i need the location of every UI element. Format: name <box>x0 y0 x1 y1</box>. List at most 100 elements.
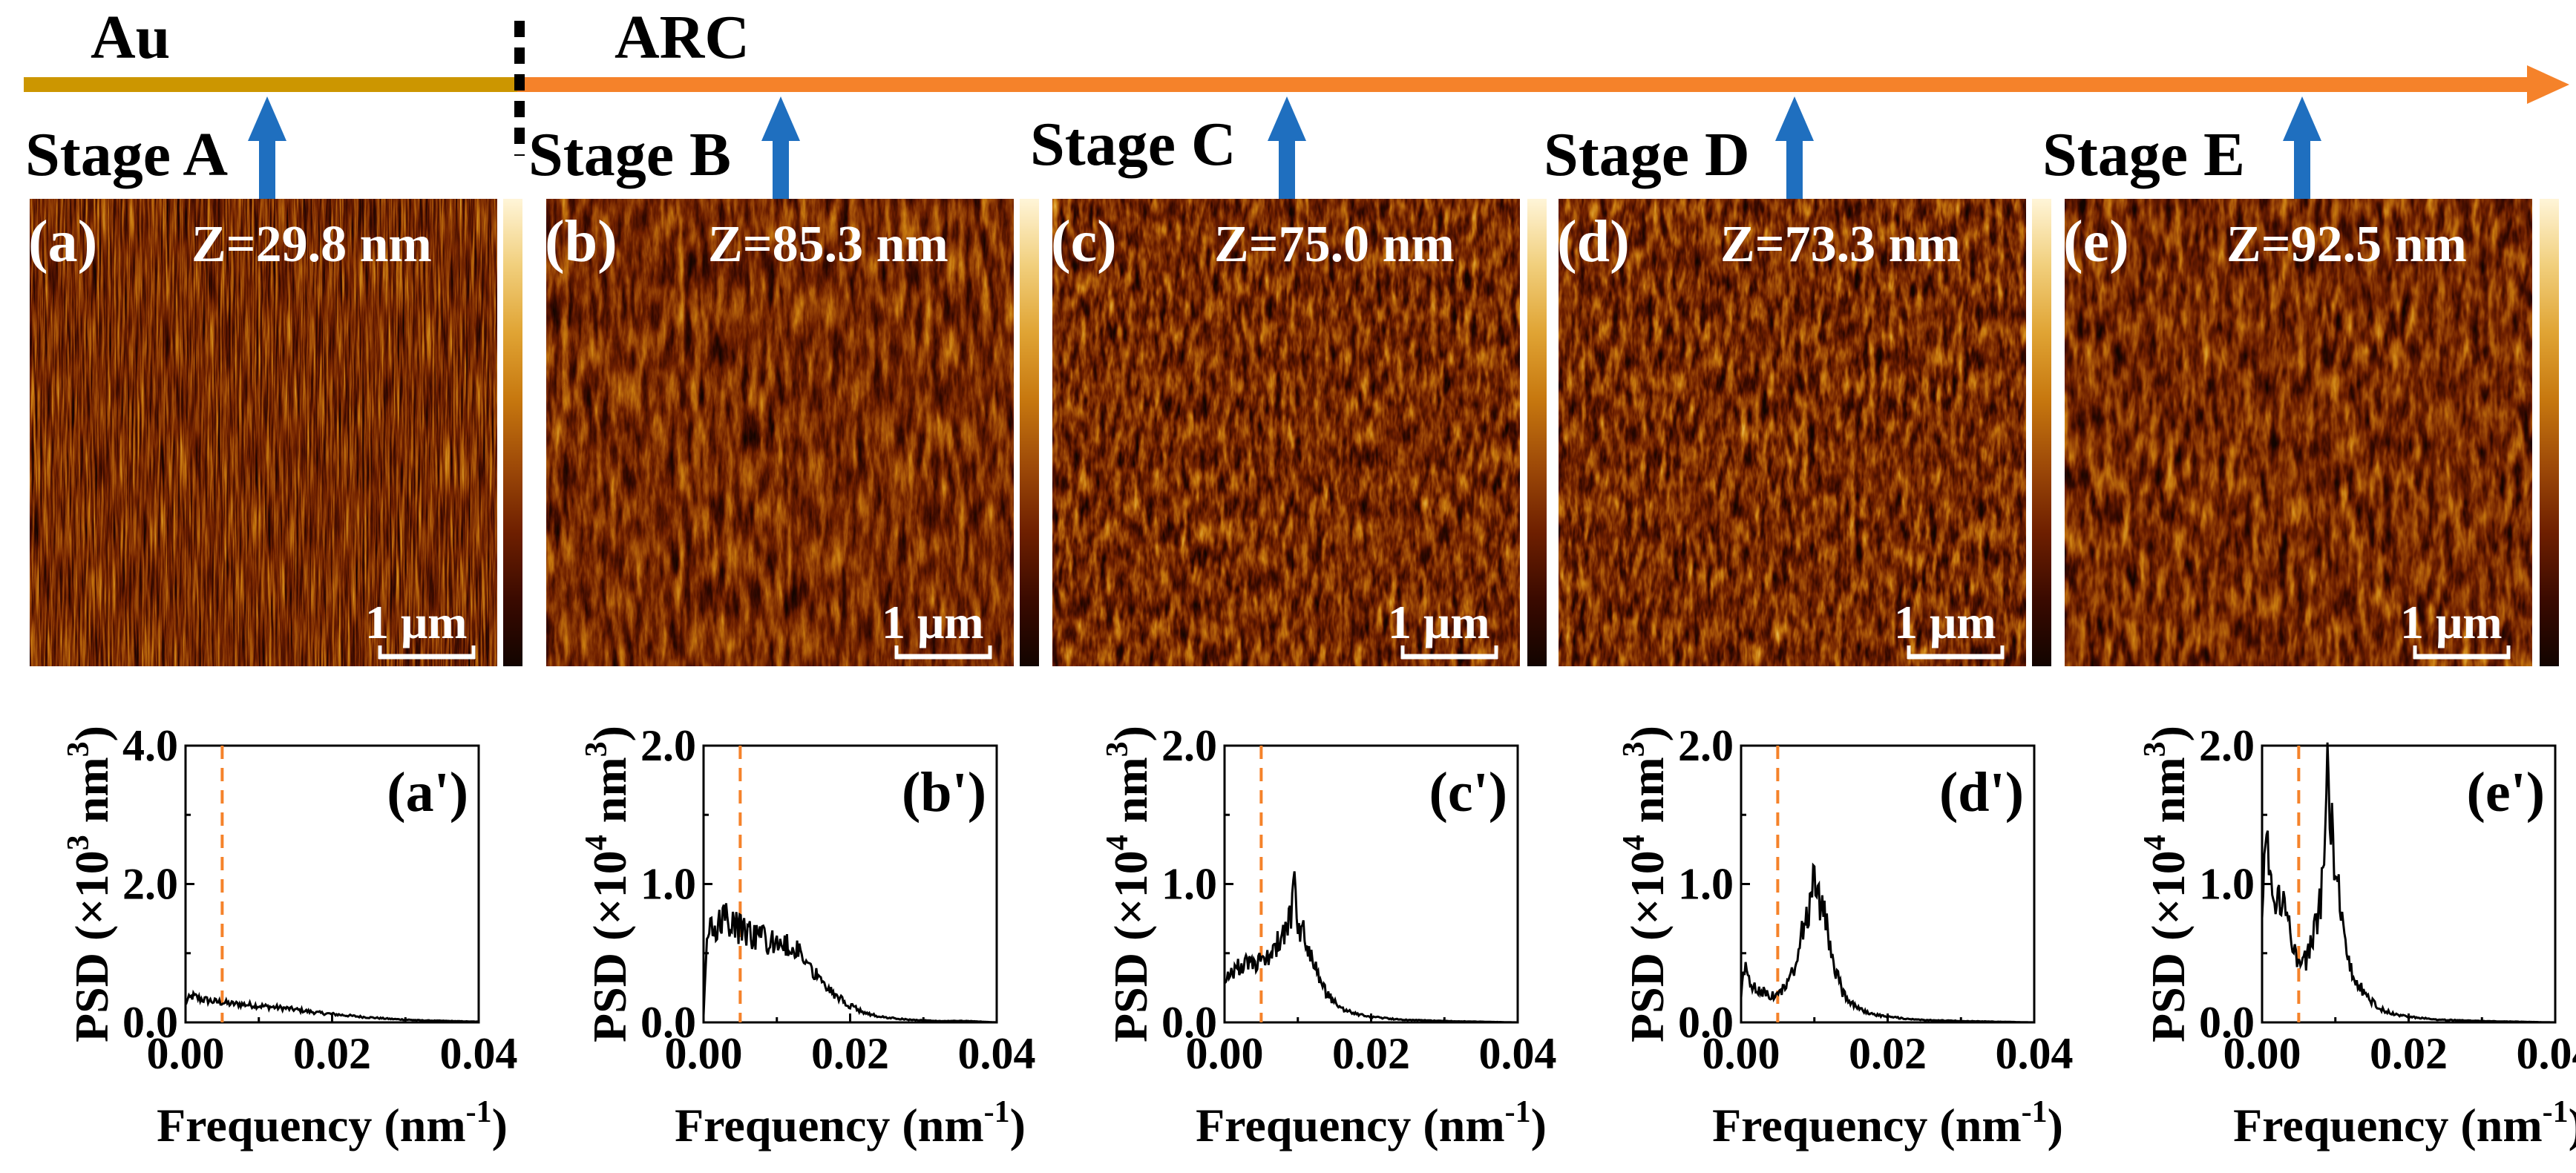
z-range-label: Z=75.0 nm <box>1214 216 1455 273</box>
y-tick-label: 0.0 <box>122 998 178 1047</box>
au-bar <box>24 77 517 92</box>
stage-arrow <box>1279 137 1295 200</box>
psd-series-line <box>184 989 479 1023</box>
stage-arrow-head <box>1268 96 1306 141</box>
x-axis-label: Frequency (nm-1) <box>675 1095 1026 1151</box>
z-range-label: Z=92.5 nm <box>2226 216 2467 273</box>
x-axis-label: Frequency (nm-1) <box>1712 1095 2063 1151</box>
scale-bar-label: 1 μm <box>2400 596 2503 648</box>
afm-image <box>2065 199 2532 666</box>
height-colorbar <box>2540 199 2559 666</box>
stage-arrow-head <box>248 96 286 141</box>
x-axis-label: Frequency (nm-1) <box>1196 1095 1547 1151</box>
height-colorbar <box>1527 199 1547 666</box>
panel-label: (b) <box>545 209 617 275</box>
panel-label: (e) <box>2063 209 2129 275</box>
afm-image <box>1559 199 2026 666</box>
psd-chart-b: 0.0 1.0 2.0 0.00 0.02 0.04 (b') Frequency (nm-1… <box>580 721 1036 1151</box>
scale-bar-label: 1 μm <box>365 596 468 648</box>
afm-panels: Stage A (a) Z=29.8 nm 1 μm Stage B (b) Z=85.3 … <box>25 96 2559 666</box>
stage-label: Stage D <box>1544 120 1750 189</box>
y-tick-label: 2.0 <box>2199 721 2255 770</box>
stage-e-group: Stage E (e) Z=92.5 nm 1 μm <box>2042 96 2559 666</box>
psd-panel-label: (b') <box>902 761 986 824</box>
arc-bar <box>517 77 2536 92</box>
y-tick-label: 0.0 <box>1161 998 1217 1047</box>
x-axis-label: Frequency (nm-1) <box>157 1095 508 1151</box>
psd-series-line <box>2261 742 2555 1024</box>
y-tick-label: 0.0 <box>640 998 696 1047</box>
x-tick-label: 0.00 <box>2223 1029 2301 1078</box>
y-tick-label: 4.0 <box>122 721 178 770</box>
x-tick-label: 0.02 <box>293 1029 371 1078</box>
x-tick-label: 0.04 <box>440 1029 518 1078</box>
psd-panel-label: (d') <box>1939 761 2024 824</box>
y-axis-label: PSD (×104 nm3) <box>2138 726 2195 1042</box>
stage-arrow <box>2294 137 2310 200</box>
y-tick-label: 1.0 <box>2199 860 2255 909</box>
x-tick-label: 0.02 <box>1849 1029 1927 1078</box>
y-axis-label: PSD (×103 nm3) <box>62 726 118 1042</box>
y-axis-label: PSD (×104 nm3) <box>1617 726 1674 1042</box>
psd-chart-e: 0.0 1.0 2.0 0.00 0.02 0.04 (e') Frequency (nm-1… <box>2138 721 2576 1151</box>
x-tick-label: 0.04 <box>2517 1029 2576 1078</box>
y-tick-label: 2.0 <box>122 860 178 909</box>
psd-chart-c: 0.0 1.0 2.0 0.00 0.02 0.04 (c') Frequency (nm-1… <box>1101 721 1557 1151</box>
y-tick-label: 0.0 <box>1678 998 1734 1047</box>
au-label: Au <box>91 3 170 72</box>
stage-arrow <box>259 137 275 200</box>
x-tick-label: 0.00 <box>1186 1029 1264 1078</box>
psd-series-line <box>1740 862 2034 1024</box>
psd-series-line <box>702 903 997 1024</box>
psd-panel-label: (e') <box>2467 761 2545 824</box>
psd-panel-label: (c') <box>1429 761 1507 824</box>
stage-timeline: Au ARC <box>24 3 2569 156</box>
scale-bar-label: 1 μm <box>882 596 984 648</box>
stage-c-group: Stage C (c) Z=75.0 nm 1 μm <box>1030 96 1547 666</box>
x-axis-label: Frequency (nm-1) <box>2233 1095 2576 1151</box>
y-tick-label: 1.0 <box>1161 860 1217 909</box>
y-axis-label: PSD (×104 nm3) <box>580 726 636 1042</box>
y-tick-label: 0.0 <box>2199 998 2255 1047</box>
stage-b-group: Stage B (b) Z=85.3 nm 1 μm <box>528 96 1039 666</box>
stage-arrow-head <box>2283 96 2321 141</box>
panel-label: (d) <box>1557 209 1630 275</box>
x-tick-label: 0.00 <box>147 1029 225 1078</box>
scale-bar-label: 1 μm <box>1388 596 1490 648</box>
afm-image <box>1052 199 1520 666</box>
x-tick-label: 0.04 <box>958 1029 1036 1078</box>
panel-label: (a) <box>28 209 97 275</box>
z-range-label: Z=29.8 nm <box>191 216 432 273</box>
stage-arrow-head <box>1775 96 1814 141</box>
arc-label: ARC <box>614 3 750 72</box>
x-tick-label: 0.02 <box>811 1029 889 1078</box>
panel-label: (c) <box>1051 209 1117 275</box>
height-colorbar <box>2032 199 2051 666</box>
height-colorbar <box>503 199 522 666</box>
scale-bar-label: 1 μm <box>1894 596 1996 648</box>
afm-image <box>30 199 497 666</box>
psd-charts: 0.0 2.0 4.0 0.00 0.02 0.04 (a') Frequency (nm-1… <box>62 721 2576 1151</box>
x-tick-label: 0.02 <box>1332 1029 1410 1078</box>
x-tick-label: 0.00 <box>1702 1029 1780 1078</box>
y-tick-label: 1.0 <box>1678 860 1734 909</box>
y-axis-label: PSD (×104 nm3) <box>1101 726 1157 1042</box>
psd-panel-label: (a') <box>387 761 468 824</box>
y-tick-label: 1.0 <box>640 860 696 909</box>
arc-arrowhead <box>2527 65 2569 104</box>
afm-image <box>546 199 1014 666</box>
stage-d-group: Stage D (d) Z=73.3 nm 1 μm <box>1544 96 2051 666</box>
x-tick-label: 0.04 <box>1996 1029 2074 1078</box>
y-tick-label: 2.0 <box>1678 721 1734 770</box>
psd-chart-a: 0.0 2.0 4.0 0.00 0.02 0.04 (a') Frequency (nm-1… <box>62 721 518 1151</box>
height-colorbar <box>1020 199 1039 666</box>
stage-a-group: Stage A (a) Z=29.8 nm 1 μm <box>25 96 522 666</box>
psd-chart-d: 0.0 1.0 2.0 0.00 0.02 0.04 (d') Frequency (nm-1… <box>1617 721 2074 1151</box>
stage-arrow-head <box>761 96 800 141</box>
stage-label: Stage E <box>2042 120 2245 189</box>
stage-arrow <box>773 137 789 200</box>
stage-label: Stage A <box>25 120 228 189</box>
stage-arrow <box>1786 137 1803 200</box>
psd-series-line <box>1224 871 1518 1024</box>
